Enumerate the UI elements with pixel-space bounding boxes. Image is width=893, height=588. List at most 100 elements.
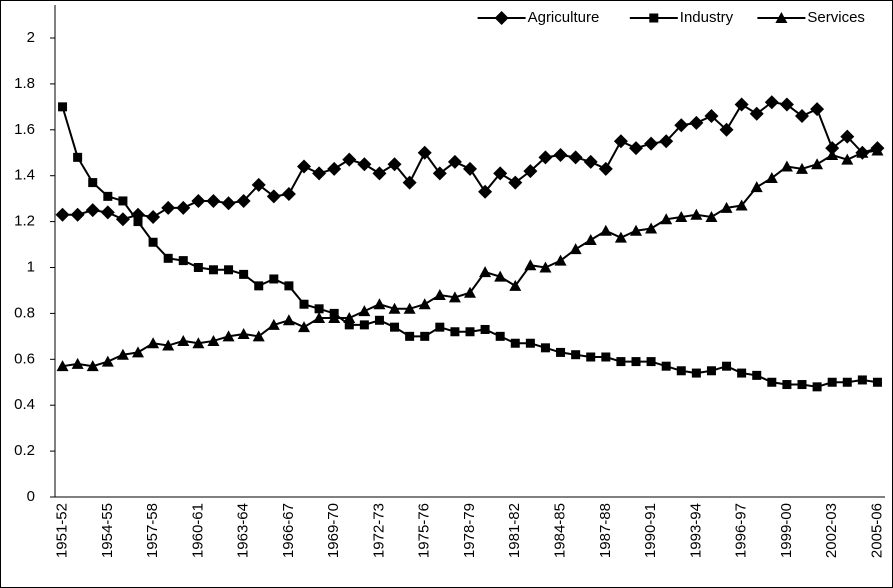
marker-square: [73, 152, 83, 162]
marker-square: [58, 102, 68, 112]
marker-square: [737, 368, 747, 378]
x-tick-label: 1975-76: [416, 503, 433, 558]
marker-diamond: [463, 161, 477, 176]
y-tick-label: 2: [27, 29, 35, 46]
marker-diamond: [478, 184, 493, 199]
marker-square: [842, 377, 852, 387]
marker-square: [284, 281, 294, 291]
marker-triangle: [675, 211, 688, 223]
marker-square: [103, 191, 113, 201]
marker-triangle: [584, 233, 597, 245]
marker-triangle: [433, 289, 446, 301]
marker-triangle: [328, 311, 341, 323]
marker-square: [722, 361, 732, 371]
marker-diamond: [100, 205, 115, 220]
marker-square: [163, 253, 173, 263]
x-tick-label: 1966-67: [280, 503, 297, 558]
marker-diamond: [85, 203, 100, 218]
marker-diamond: [538, 150, 553, 165]
marker-triangle: [811, 158, 824, 170]
marker-triangle: [237, 328, 250, 340]
marker-square: [586, 352, 596, 362]
marker-triangle: [267, 318, 280, 330]
marker-square: [631, 357, 641, 367]
marker-diamond: [659, 134, 674, 149]
marker-square: [239, 269, 249, 279]
marker-triangle: [132, 346, 144, 358]
marker-triangle: [403, 302, 416, 314]
marker-diamond: [70, 207, 85, 222]
marker-square: [450, 327, 460, 337]
x-tick-label: 1972-73: [370, 503, 387, 558]
marker-triangle: [690, 208, 703, 220]
x-tick-label: 2005-06: [868, 503, 885, 558]
marker-diamond: [402, 175, 417, 190]
marker-triangle: [71, 357, 84, 369]
x-tick-label: 2002-03: [823, 503, 840, 558]
marker-diamond: [583, 154, 598, 169]
y-tick-label: 1.4: [14, 167, 35, 184]
marker-diamond: [221, 196, 236, 211]
marker-diamond: [598, 161, 613, 176]
y-tick-label: 0.6: [14, 350, 35, 367]
marker-diamond: [825, 141, 840, 156]
marker-diamond: [281, 187, 296, 202]
marker-triangle: [207, 334, 220, 346]
marker-diamond: [749, 106, 764, 121]
marker-square: [208, 265, 218, 275]
marker-diamond: [810, 102, 825, 117]
marker-diamond: [342, 152, 357, 167]
marker-triangle: [177, 334, 190, 346]
marker-triangle: [750, 181, 763, 193]
marker-diamond: [447, 154, 462, 169]
marker-triangle: [524, 259, 537, 271]
marker-triangle: [775, 12, 788, 23]
marker-square: [495, 331, 505, 341]
y-tick-label: 1.6: [14, 121, 35, 138]
marker-diamond: [372, 166, 387, 181]
y-tick-label: 0: [27, 488, 35, 505]
legend-label: Industry: [680, 9, 734, 26]
marker-diamond: [508, 175, 523, 190]
marker-triangle: [796, 162, 808, 174]
x-tick-label: 1951-52: [54, 503, 71, 558]
legend-item: Industry: [629, 9, 734, 26]
marker-diamond: [417, 145, 432, 160]
marker-square: [269, 274, 279, 284]
marker-square: [420, 331, 430, 341]
legend-item: Agriculture: [477, 9, 599, 26]
marker-square: [359, 320, 369, 330]
marker-diamond: [523, 164, 538, 179]
marker-diamond: [387, 157, 402, 172]
marker-triangle: [630, 224, 642, 236]
marker-diamond: [704, 109, 719, 124]
marker-triangle: [856, 146, 869, 158]
marker-square: [133, 217, 143, 227]
marker-diamond: [176, 200, 191, 215]
marker-diamond: [689, 115, 704, 130]
x-tick-label: 1960-61: [189, 503, 206, 558]
marker-diamond: [432, 166, 447, 181]
y-tick-label: 0.4: [14, 396, 35, 413]
marker-triangle: [780, 160, 793, 172]
marker-diamond: [613, 134, 628, 149]
x-tick-label: 1987-88: [597, 503, 614, 558]
marker-square: [571, 350, 581, 360]
marker-triangle: [388, 302, 401, 314]
marker-square: [465, 327, 475, 337]
marker-diamond: [327, 161, 342, 176]
marker-diamond: [840, 129, 855, 144]
marker-triangle: [494, 270, 507, 282]
marker-square: [649, 13, 659, 23]
x-tick-label: 1963-64: [235, 503, 252, 558]
marker-square: [118, 196, 128, 206]
marker-diamond: [719, 122, 734, 137]
marker-square: [193, 263, 203, 272]
marker-triangle: [116, 348, 129, 360]
marker-triangle: [871, 144, 884, 156]
marker-diamond: [161, 200, 176, 215]
marker-triangle: [826, 149, 839, 161]
marker-diamond: [493, 166, 508, 181]
